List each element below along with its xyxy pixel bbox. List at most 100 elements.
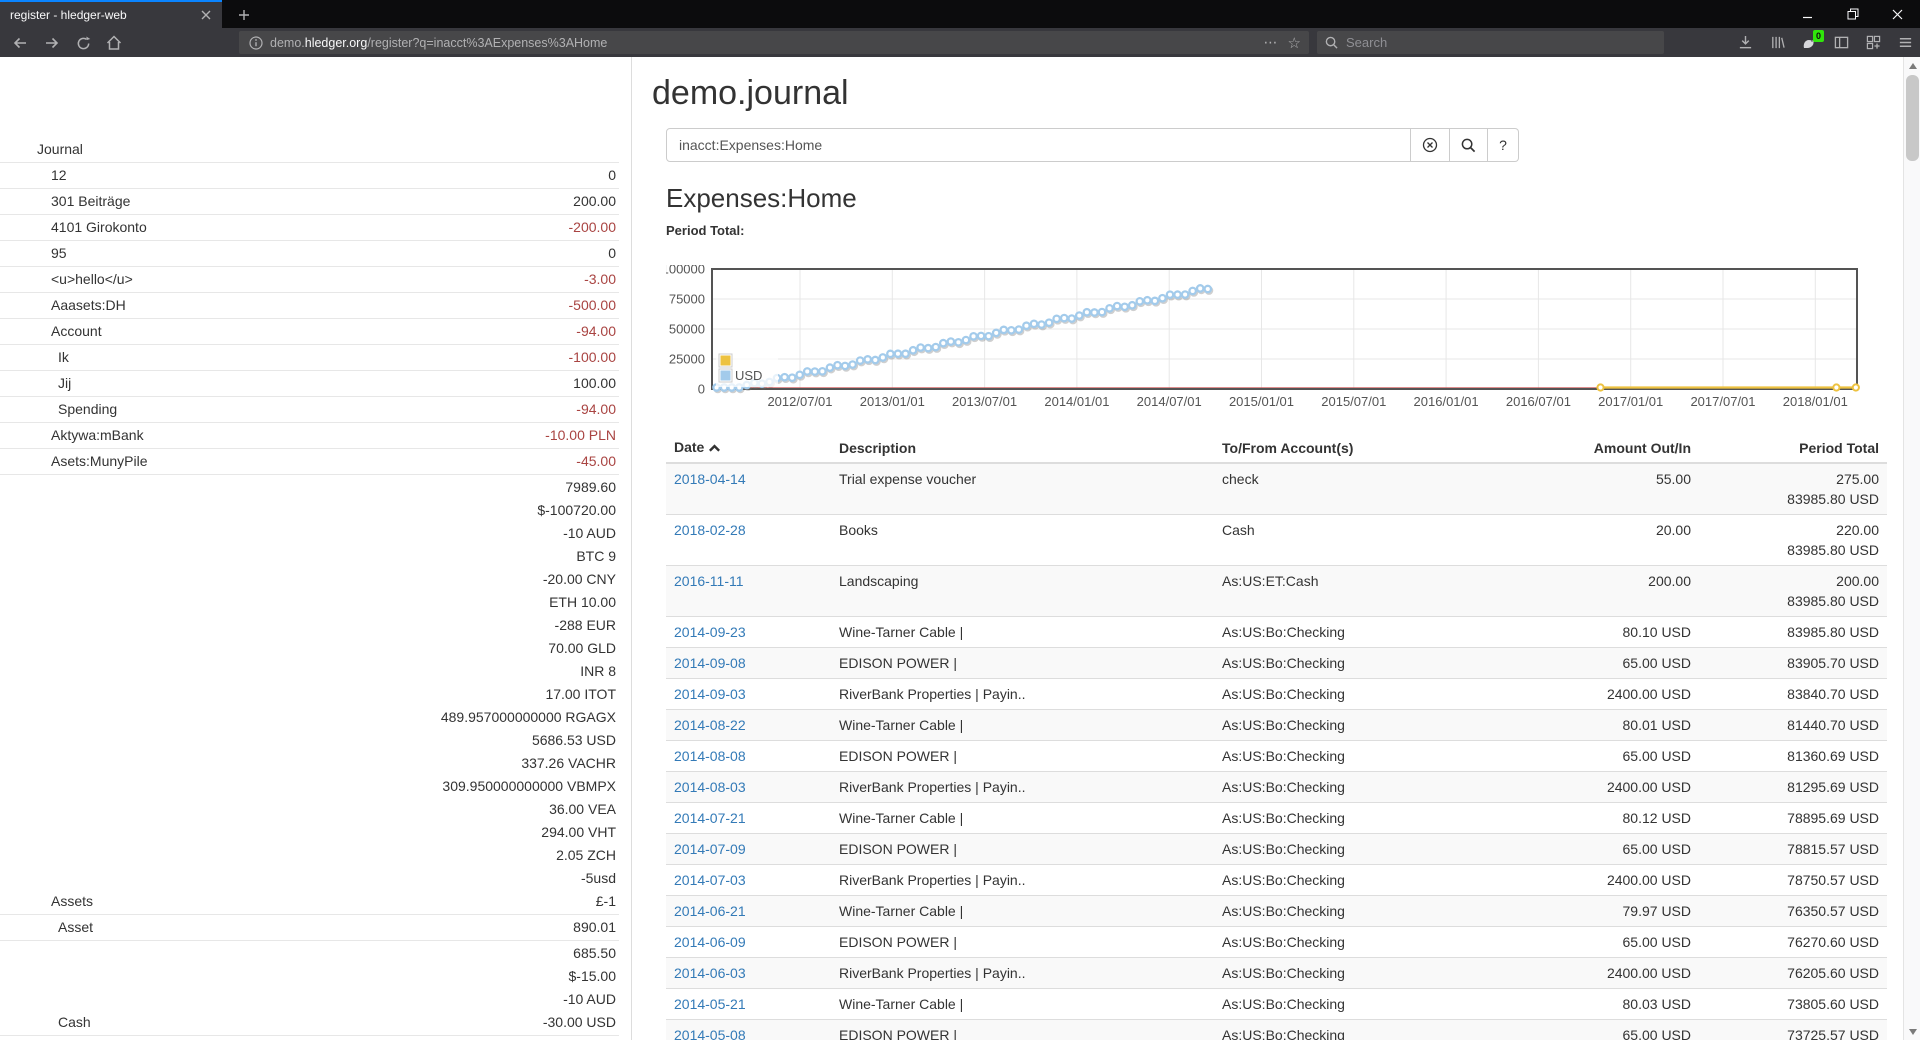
page-scrollbar[interactable]	[1903, 57, 1920, 1040]
register-row: 2014-06-21 Wine-Tarner Cable | As:US:Bo:Ch…	[666, 895, 1887, 927]
page-actions-icon[interactable]: ⋯	[1263, 34, 1278, 50]
transaction-amount: 65.00 USD	[1491, 926, 1699, 958]
account-name[interactable]: Cash	[58, 1014, 91, 1030]
col-header-account[interactable]: To/From Account(s)	[1214, 433, 1491, 464]
account-name[interactable]: Account	[51, 323, 102, 339]
new-tab-button[interactable]	[232, 4, 256, 26]
account-name[interactable]: Spending	[58, 401, 118, 417]
transaction-date-link[interactable]: 2014-06-03	[674, 965, 746, 981]
sidebar-account-row[interactable]: 12 0	[0, 163, 619, 189]
window-minimize-button[interactable]	[1785, 0, 1830, 28]
transaction-date-link[interactable]: 2018-04-14	[674, 471, 746, 487]
extension-bird-icon[interactable]: 0	[1800, 29, 1824, 52]
browser-tab[interactable]: register - hledger-web	[0, 0, 222, 28]
register-row: 2014-07-21 Wine-Tarner Cable | As:US:Bo:Ch…	[666, 802, 1887, 834]
sidebar-account-row[interactable]: Aktywa:mBank -10.00 PLN	[0, 423, 619, 449]
account-name[interactable]: Aaasets:DH	[51, 297, 126, 313]
window-restore-button[interactable]	[1830, 0, 1875, 28]
transaction-date-link[interactable]: 2014-06-21	[674, 903, 746, 919]
transaction-amount: 80.10 USD	[1491, 616, 1699, 648]
transaction-date-link[interactable]: 2014-05-08	[674, 1027, 746, 1040]
transaction-date-link[interactable]: 2014-08-08	[674, 748, 746, 764]
sidebar-account-row[interactable]: Spending -94.00	[0, 397, 619, 423]
col-header-period-total[interactable]: Period Total	[1699, 433, 1887, 464]
bookmark-star-icon[interactable]: ☆	[1287, 34, 1301, 52]
home-button[interactable]	[103, 32, 125, 54]
menu-hamburger-icon[interactable]	[1896, 34, 1914, 52]
svg-text:2014/01/01: 2014/01/01	[1044, 394, 1109, 409]
sidebar-account-row[interactable]: Aaasets:DH -500.00	[0, 293, 619, 319]
col-header-date[interactable]: Date	[666, 433, 831, 464]
downloads-icon[interactable]	[1736, 34, 1754, 52]
account-name[interactable]: Asets:MunyPile	[51, 453, 148, 469]
sidebars-icon[interactable]	[1832, 34, 1850, 52]
sidebar-account-row[interactable]: Account -94.00	[0, 319, 619, 345]
transaction-date-link[interactable]: 2014-09-08	[674, 655, 746, 671]
clear-query-button[interactable]	[1411, 128, 1450, 162]
period-total-cell: 78750.57 USD	[1699, 864, 1887, 896]
sidebar-account-row[interactable]: -117.00	[0, 1036, 619, 1040]
col-header-description[interactable]: Description	[831, 433, 1214, 464]
transaction-date-link[interactable]: 2016-11-11	[674, 573, 744, 589]
sidebar-account-row[interactable]: Asets:MunyPile -45.00	[0, 449, 619, 475]
transaction-date-link[interactable]: 2014-08-22	[674, 717, 746, 733]
query-input[interactable]	[666, 128, 1411, 162]
site-info-icon[interactable]	[249, 35, 263, 50]
transaction-account: As:US:Bo:Checking	[1214, 647, 1491, 679]
sidebar-account-row[interactable]: <u>hello</u> -3.00	[0, 267, 619, 293]
sidebar-account-row[interactable]: Assets 7989.60 $-100720.00 -10 AUD BTC 9 -20.…	[0, 475, 619, 915]
help-button[interactable]: ?	[1488, 128, 1519, 162]
account-name[interactable]: 4101 Girokonto	[51, 219, 147, 235]
period-total-cell: 73805.60 USD	[1699, 988, 1887, 1020]
sidebar-journal-link[interactable]: Journal	[0, 137, 619, 163]
account-name[interactable]: 95	[51, 245, 67, 261]
scroll-down-button[interactable]	[1904, 1023, 1920, 1040]
sidebar-account-row[interactable]: Cash 685.50 $-15.00 -10 AUD -30.00 USD	[0, 941, 619, 1036]
register-row: 2014-08-08 EDISON POWER | As:US:Bo:Checkin…	[666, 740, 1887, 772]
account-name[interactable]: Assets	[51, 893, 94, 909]
journal-link-label[interactable]: Journal	[37, 141, 83, 157]
scrollbar-thumb[interactable]	[1906, 75, 1919, 161]
transaction-date-link[interactable]: 2014-06-09	[674, 934, 746, 950]
account-name[interactable]: Ik	[58, 349, 69, 365]
back-button[interactable]	[9, 32, 31, 54]
transaction-date-link[interactable]: 2014-07-09	[674, 841, 746, 857]
svg-text:2018/01/01: 2018/01/01	[1783, 394, 1848, 409]
transaction-description: Wine-Tarner Cable |	[831, 802, 1214, 834]
account-name[interactable]: 301 Beiträge	[51, 193, 131, 209]
register-row: 2014-08-03 RiverBank Properties | Payin..…	[666, 771, 1887, 803]
sidebar-account-row[interactable]: 4101 Girokonto -200.00	[0, 215, 619, 241]
transaction-description: Trial expense voucher	[831, 462, 1214, 515]
svg-text:2012/07/01: 2012/07/01	[767, 394, 832, 409]
transaction-date-link[interactable]: 2014-09-03	[674, 686, 746, 702]
sidebar-account-row[interactable]: 301 Beiträge 200.00	[0, 189, 619, 215]
submit-search-button[interactable]	[1450, 128, 1488, 162]
transaction-date-link[interactable]: 2014-08-03	[674, 779, 746, 795]
transaction-date-link[interactable]: 2014-07-03	[674, 872, 746, 888]
window-close-button[interactable]	[1875, 0, 1920, 28]
extensions-grid-icon[interactable]	[1864, 34, 1882, 52]
transaction-date-link[interactable]: 2014-09-23	[674, 624, 746, 640]
browser-search-bar[interactable]: Search	[1317, 31, 1664, 54]
reload-button[interactable]	[72, 32, 94, 54]
account-name[interactable]: Asset	[58, 919, 94, 935]
account-name[interactable]: Aktywa:mBank	[51, 427, 144, 443]
transaction-date-link[interactable]: 2014-05-21	[674, 996, 746, 1012]
account-name[interactable]: 12	[51, 167, 67, 183]
forward-button[interactable]	[41, 32, 63, 54]
sidebar-account-row[interactable]: Asset 890.01	[0, 915, 619, 941]
register-table: Date Description To/From Account(s) Amou…	[666, 433, 1887, 1040]
transaction-date-link[interactable]: 2018-02-28	[674, 522, 746, 538]
scroll-up-button[interactable]	[1904, 57, 1920, 74]
transaction-account: As:US:Bo:Checking	[1214, 926, 1491, 958]
sidebar-account-row[interactable]: Jij 100.00	[0, 371, 619, 397]
library-icon[interactable]	[1768, 34, 1786, 52]
url-bar[interactable]: demo.hledger.org/register?q=inacct%3AExp…	[239, 31, 1309, 54]
tab-close-icon[interactable]	[198, 7, 214, 23]
sidebar-account-row[interactable]: Ik -100.00	[0, 345, 619, 371]
account-name[interactable]: Jij	[58, 375, 72, 391]
account-name[interactable]: <u>hello</u>	[51, 271, 133, 287]
col-header-amount[interactable]: Amount Out/In	[1491, 433, 1699, 464]
sidebar-account-row[interactable]: 95 0	[0, 241, 619, 267]
transaction-date-link[interactable]: 2014-07-21	[674, 810, 746, 826]
